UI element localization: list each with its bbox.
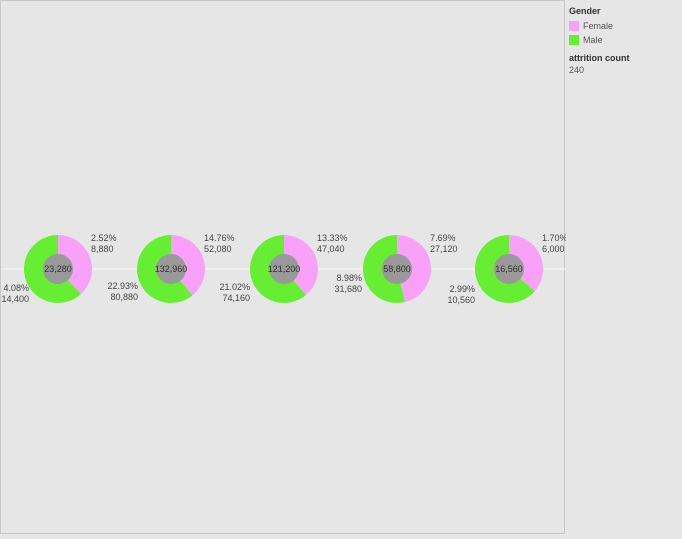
male-value-label: 14,400 [1,294,29,304]
legend-item-male[interactable]: Male [569,33,679,47]
size-legend-title: attrition count [569,53,630,63]
female-value-label: 6,000 [542,244,565,254]
donut-total-label: 121,200 [268,264,301,274]
donut-total-label: 58,800 [383,264,411,274]
female-pct-label: 7.69% [430,233,456,243]
donut-2: 132,960 14.76%52,080 [137,233,235,304]
donut-slice-female[interactable] [397,235,431,303]
donut-chart-area: 23,280 2.52%8,880 132,960 14.76%52,080 121,2… [1,233,566,305]
legend: Gender Female Male attrition count 240 [569,6,679,75]
legend-swatch-male [569,35,579,45]
donut-total-label: 132,960 [155,264,188,274]
male-pct-label: 8.98% [336,273,362,283]
donut-total-label: 23,280 [44,264,72,274]
female-pct-label: 1.70% [542,233,566,243]
donut-total-label: 16,560 [495,264,523,274]
male-pct-label: 2.99% [449,284,475,294]
male-pct-label: 21.02% [219,282,250,292]
male-labels-5: 2.99%10,560 [447,284,475,305]
donut-center [156,254,186,284]
female-pct-label: 14.76% [204,233,235,243]
donut-center [43,254,73,284]
male-labels-1: 4.08%14,400 [1,283,29,304]
female-pct-label: 2.52% [91,233,117,243]
donut-center [269,254,299,284]
legend-title: Gender [569,6,601,16]
donut-slice-female[interactable] [509,235,543,292]
donut-slice-female[interactable] [58,235,92,295]
male-pct-label: 4.08% [3,283,29,293]
male-value-label: 31,680 [334,284,362,294]
donut-slice-female[interactable] [284,235,319,295]
male-value-label: 80,880 [110,292,138,302]
female-value-label: 27,120 [430,244,458,254]
female-value-label: 8,880 [91,244,114,254]
male-labels-4: 8.98%31,680 [334,273,362,294]
donut-4: 58,800 7.69%27,120 [362,233,458,304]
donut-1: 23,280 2.52%8,880 [23,233,117,303]
legend-label-female: Female [583,21,614,31]
male-value-label: 74,160 [222,293,250,303]
female-value-label: 52,080 [204,244,232,254]
male-labels-2: 22.93%80,880 [107,281,138,302]
female-pct-label: 13.33% [317,233,348,243]
donut-3: 121,200 13.33%47,040 [250,233,348,303]
male-labels-3: 21.02%74,160 [219,282,250,303]
chart-panel: 23,280 2.52% 8,880 132,960 14.76% 52,080 121,2… [0,0,566,534]
legend-label-male: Male [583,35,603,45]
male-pct-label: 22.93% [107,281,138,291]
legend-swatch-female [569,21,579,31]
legend-item-female[interactable]: Female [569,19,679,33]
female-value-label: 47,040 [317,244,345,254]
donut-center [494,254,524,284]
donut-slice-female[interactable] [171,235,205,296]
donut-center [382,254,412,284]
donut-5: 16,560 1.70%6,000 [475,233,566,303]
size-legend-value: 240 [569,65,585,75]
male-value-label: 10,560 [447,295,475,305]
